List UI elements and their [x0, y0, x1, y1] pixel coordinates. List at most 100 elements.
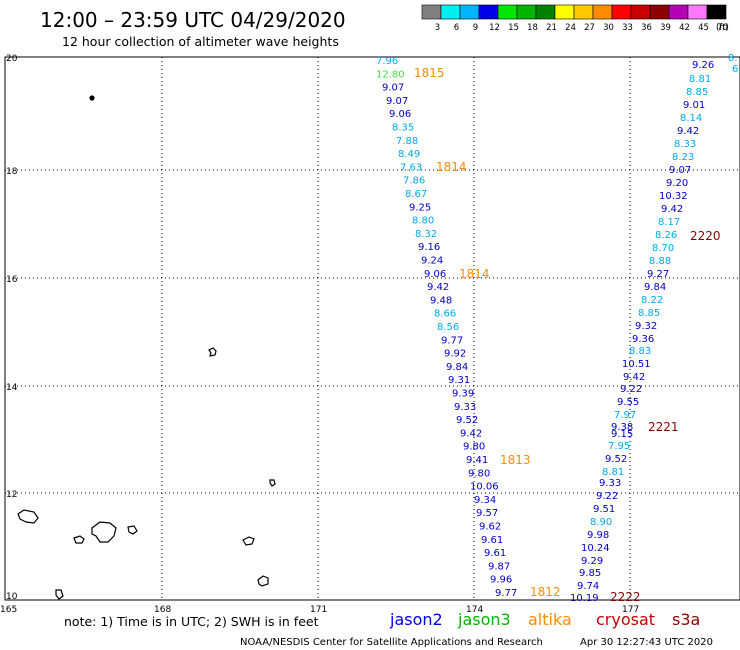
swh-value: 8.85 — [638, 308, 660, 319]
map-subtitle: 12 hour collection of altimeter wave hei… — [62, 34, 339, 49]
legend-swatch-39 — [649, 4, 670, 20]
legend-label-33: 33 — [622, 23, 633, 33]
swh-value: 9.42 — [623, 372, 645, 383]
island-kwajalein — [91, 521, 117, 543]
legend-swatch-42 — [668, 4, 689, 20]
swh-value: 7.96 — [376, 56, 398, 67]
legend-swatch-12 — [478, 4, 499, 20]
legend-swatch-18 — [516, 4, 537, 20]
legend-unit: (ft) — [716, 23, 729, 33]
swh-value: 8.80 — [412, 216, 434, 227]
sat-jason2: jason2 — [389, 610, 443, 629]
swh-value: 9.41 — [466, 455, 488, 466]
legend-label-15: 15 — [508, 23, 519, 33]
swh-value: 10.24 — [581, 543, 610, 554]
legend-label-36: 36 — [641, 23, 652, 33]
swh-value: 9.84 — [446, 362, 468, 373]
swh-value: 9.33 — [599, 478, 621, 489]
swh-value: 8. — [728, 53, 738, 64]
sat-altika: altika — [528, 610, 572, 629]
swh-value: 9.20 — [666, 178, 688, 189]
island-e — [257, 575, 269, 587]
lat-label-18: 18 — [6, 167, 18, 177]
swh-value: 8.14 — [680, 113, 702, 124]
time-label: 1814 — [459, 267, 490, 281]
swh-value: 9.84 — [644, 282, 666, 293]
swh-value: 9.80 — [463, 442, 485, 453]
island-d — [242, 536, 255, 546]
map-frame — [4, 56, 740, 601]
swh-value: 9.74 — [577, 581, 599, 592]
island-f — [55, 589, 64, 600]
legend-label-45: 45 — [698, 23, 709, 33]
swh-value: 9.25 — [409, 202, 431, 213]
swh-value: 8.49 — [398, 149, 420, 160]
swh-value: 9.39 — [452, 389, 474, 400]
sat-jason3: jason3 — [457, 610, 511, 629]
swh-value: 8.81 — [602, 467, 624, 478]
legend-swatch-30 — [592, 4, 613, 20]
swh-value: 6 — [732, 64, 738, 75]
legend-label-6: 6 — [454, 23, 459, 33]
swh-value: 9.26 — [692, 60, 714, 71]
swh-value: 8.81 — [689, 74, 711, 85]
swh-value: 9.29 — [581, 556, 603, 567]
lon-label-171: 171 — [310, 605, 327, 615]
legend-swatch-15 — [497, 4, 518, 20]
swh-value: 8.26 — [655, 230, 677, 241]
island-ujelang — [269, 479, 276, 487]
swh-value: 9.61 — [484, 548, 506, 559]
legend-label-42: 42 — [679, 23, 690, 33]
swh-value: 9.51 — [593, 504, 615, 515]
swh-value: 8.23 — [672, 152, 694, 163]
swh-value: 9.22 — [596, 491, 618, 502]
swh-value: 9.92 — [444, 349, 466, 360]
legend-swatch-6 — [440, 4, 461, 20]
time-label: 2220 — [690, 229, 721, 243]
swh-value: 9.55 — [617, 397, 639, 408]
swh-value: 9.34 — [474, 495, 496, 506]
swh-value: 8.22 — [641, 295, 663, 306]
legend-label-70: 70 — [717, 23, 728, 33]
swh-value: 10.06 — [470, 482, 499, 493]
footer-generated: Apr 30 12:27:43 UTC 2020 — [580, 637, 713, 648]
swh-value: 7.97 — [614, 410, 636, 421]
lat-label-20: 20 — [6, 54, 18, 64]
lat-label-14: 14 — [6, 383, 18, 393]
legend-swatch-36 — [630, 4, 651, 20]
island-outlines — [17, 95, 276, 600]
lon-label-165: 165 — [0, 605, 17, 615]
legend-swatch-21 — [535, 4, 556, 20]
swh-value: 8.33 — [674, 139, 696, 150]
legend-swatch-45 — [687, 4, 708, 20]
swh-value: 8.88 — [649, 256, 671, 267]
swh-value: 9.06 — [389, 109, 411, 120]
sat-s3a: s3a — [672, 610, 700, 629]
swh-value: 9.80 — [468, 468, 490, 479]
swh-value: 7.63 — [400, 162, 422, 173]
legend-label-12: 12 — [489, 23, 500, 33]
swh-value: 9.98 — [587, 530, 609, 541]
swh-value: 9.06 — [424, 269, 446, 280]
time-label: 1813 — [500, 453, 531, 467]
sat-cryosat: cryosat — [596, 610, 655, 629]
island-c — [127, 525, 138, 535]
swh-value: 9.77 — [495, 588, 517, 599]
swh-value: 12.80 — [376, 69, 405, 80]
legend-label-24: 24 — [565, 23, 576, 33]
swh-value: 7.86 — [403, 176, 425, 187]
legend-label-27: 27 — [584, 23, 595, 33]
swh-value: 9.01 — [683, 100, 705, 111]
swh-value: 10.19 — [570, 593, 599, 604]
swh-value: 8.67 — [405, 189, 427, 200]
swh-value: 9.77 — [441, 335, 463, 346]
altimeter-tracks: 7.96 12.80 9.07 9.07 9.06 8.35 7.88 8.49 7.63 7.8… — [376, 53, 738, 604]
swh-value: 10.51 — [622, 359, 651, 370]
swh-value: 8.70 — [652, 243, 674, 254]
swh-value: 9.16 — [418, 242, 440, 253]
lon-label-168: 168 — [154, 605, 171, 615]
lon-label-174: 174 — [466, 605, 483, 615]
swh-value: 9.07 — [386, 96, 408, 107]
map-note: note: 1) Time is in UTC; 2) SWH is in fe… — [64, 614, 319, 629]
